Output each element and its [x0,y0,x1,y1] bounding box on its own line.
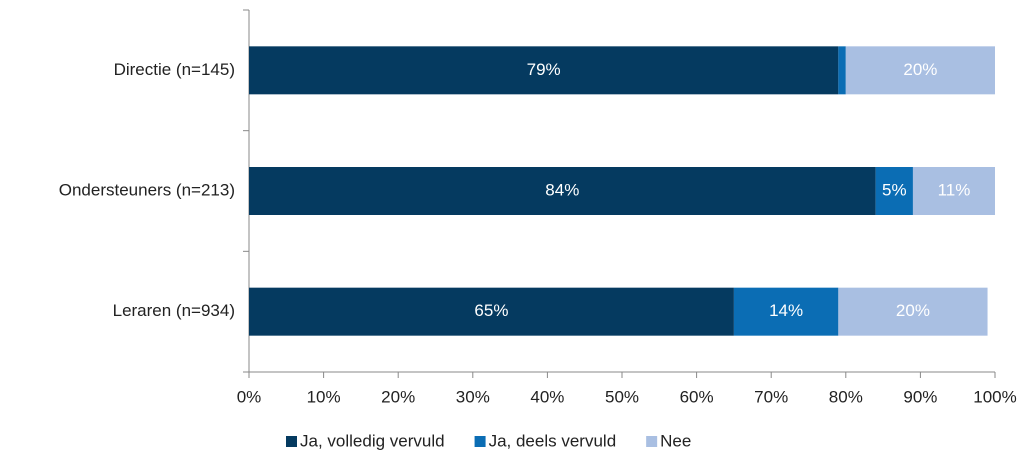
legend-label: Nee [660,431,691,450]
data-label: 79% [527,60,561,79]
bar-segment [912,167,995,215]
legend-label: Ja, volledig vervuld [300,431,445,450]
x-tick-label: 30% [456,387,490,406]
data-label: 84% [545,180,579,199]
data-label: 20% [896,301,930,320]
x-tick-label: 40% [530,387,564,406]
legend-swatch [286,436,297,447]
data-label: 20% [903,60,937,79]
x-tick-label: 20% [381,387,415,406]
bar-segment [875,167,913,215]
x-tick-label: 90% [903,387,937,406]
x-tick-label: 0% [237,387,262,406]
x-tick-label: 80% [829,387,863,406]
x-tick-label: 10% [307,387,341,406]
bar-segment [733,287,839,336]
y-tick-label: Ondersteuners (n=213) [59,180,235,199]
bar-segment [838,287,988,336]
y-tick-label: Directie (n=145) [114,60,235,79]
x-tick-label: 60% [680,387,714,406]
data-label: 5% [882,180,907,199]
data-label: 11% [938,180,971,199]
x-tick-label: 100% [973,387,1016,406]
legend-swatch [646,436,658,447]
x-tick-label: 70% [754,387,788,406]
x-tick-label: 50% [605,387,639,406]
legend-swatch [474,436,486,447]
bar-segment [838,46,846,95]
data-label: 14% [769,301,803,320]
bar-segment [845,46,995,95]
bar-segment [249,46,839,95]
bar-segment [249,287,734,336]
y-tick-label: Leraren (n=934) [113,301,235,320]
bar-segment [249,167,876,215]
data-label: 65% [474,301,508,320]
legend-label: Ja, deels vervuld [489,431,617,450]
